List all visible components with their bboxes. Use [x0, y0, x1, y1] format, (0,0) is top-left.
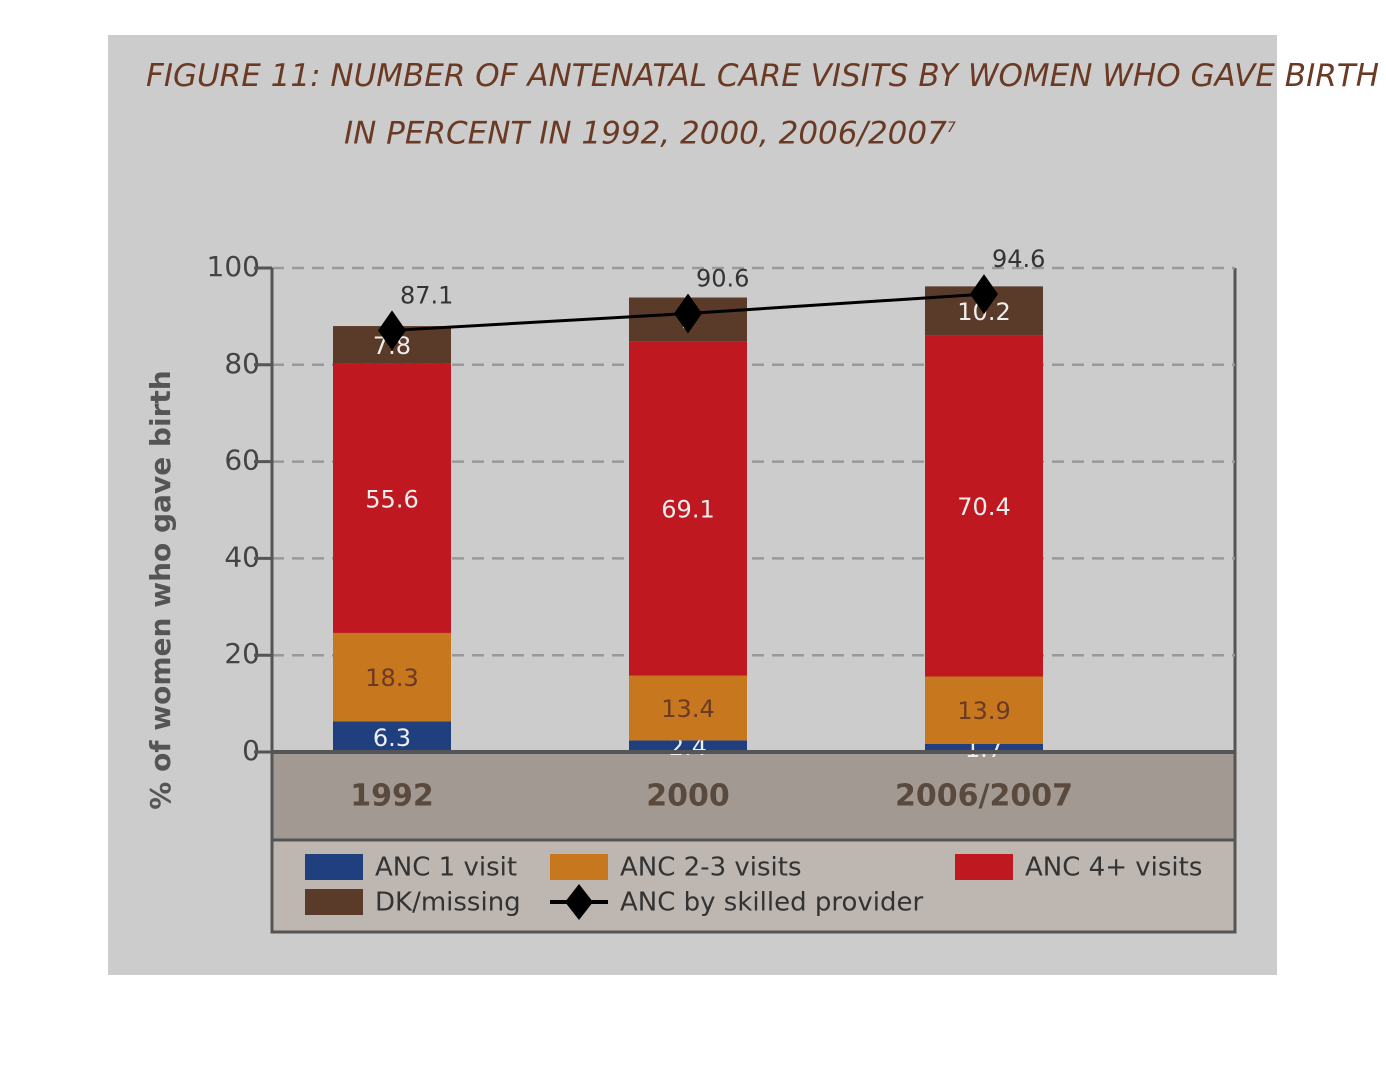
value-label: 13.4: [661, 695, 714, 723]
y-axis-label: % of women who gave birth: [144, 370, 177, 809]
value-label: 18.3: [365, 664, 418, 692]
bar-segment: [925, 676, 1043, 744]
legend-label: ANC by skilled provider: [620, 888, 923, 918]
category-band: [272, 752, 1235, 840]
x-tick-label: 2000: [646, 779, 730, 814]
legend-label: ANC 2-3 visits: [620, 853, 802, 883]
bar-segment: [333, 632, 451, 722]
bar-segment: [629, 675, 747, 741]
value-label: 87.1: [400, 281, 453, 309]
legend-label: ANC 1 visit: [375, 853, 517, 883]
legend-marker: [565, 884, 593, 920]
bar-segment: [333, 363, 451, 633]
value-label: 94.6: [992, 245, 1045, 273]
title-note: 7: [946, 120, 956, 136]
value-label: 13.9: [957, 697, 1010, 725]
line-marker: [378, 310, 406, 351]
line-marker: [970, 274, 998, 315]
legend-swatch: [305, 889, 363, 915]
legend-swatch: [955, 854, 1013, 880]
x-tick-label: 2006/2007: [895, 779, 1073, 814]
x-tick-label: 1992: [350, 779, 434, 814]
legend-label: DK/missing: [375, 888, 521, 918]
legend-box: [270, 838, 1237, 934]
value-label: 6.3: [373, 724, 411, 752]
value-label: 69.1: [661, 495, 714, 523]
legend-label: ANC 4+ visits: [1025, 853, 1202, 883]
bar-segment: [629, 341, 747, 676]
chart-title: FIGURE 11: NUMBER OF ANTENATAL CARE VISI…: [146, 50, 1386, 159]
bar-segment: [925, 335, 1043, 677]
value-label: 55.6: [365, 485, 418, 513]
y-tick-label: 0: [242, 734, 260, 767]
bar-segment: [925, 743, 1043, 752]
legend-swatch: [550, 854, 608, 880]
bar-segment: [629, 740, 747, 752]
title-text: FIGURE 11: NUMBER OF ANTENATAL CARE VISI…: [146, 58, 1380, 152]
bar-segment: [333, 721, 451, 752]
legend-swatch: [305, 854, 363, 880]
y-tick-label: 100: [207, 250, 260, 283]
line-marker: [674, 293, 702, 334]
value-label: 90.6: [696, 264, 749, 292]
value-label: 70.4: [957, 493, 1010, 521]
